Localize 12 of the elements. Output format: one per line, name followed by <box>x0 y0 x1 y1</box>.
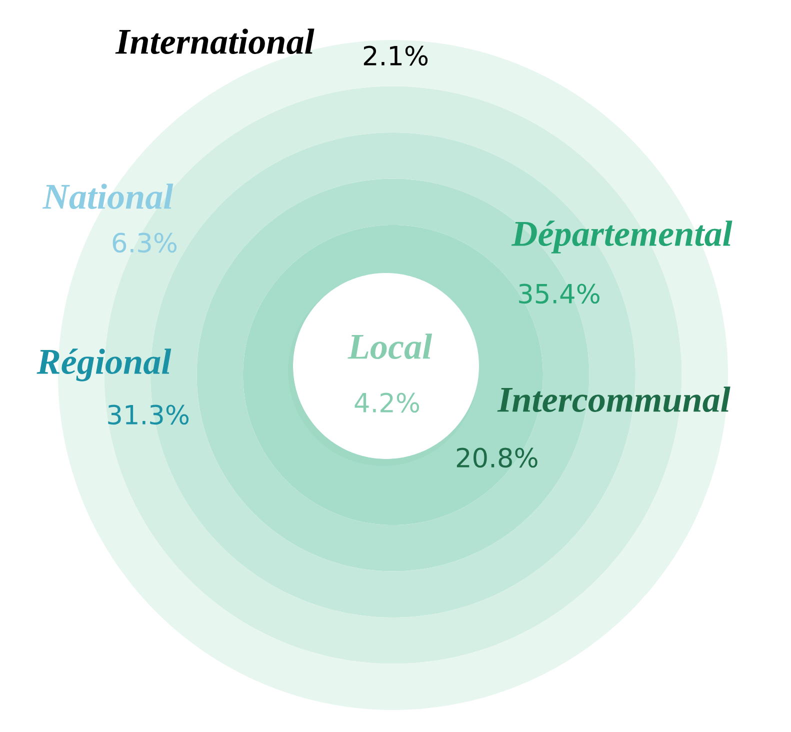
category-label: Local <box>348 334 432 360</box>
data-label: 35.4% <box>519 284 600 304</box>
category-label: National <box>42 184 174 210</box>
category-label: Régional <box>36 348 172 382</box>
data-label: 31.3% <box>108 404 189 425</box>
category-label: International <box>115 28 314 54</box>
category-label: Intercommunal <box>497 386 730 412</box>
data-label: 2.1% <box>364 46 428 66</box>
category-label: Départemental <box>511 220 732 254</box>
data-label: 6.3% <box>112 232 177 253</box>
data-label: 20.8% <box>456 448 538 468</box>
data-label: 4.2% <box>354 392 420 413</box>
